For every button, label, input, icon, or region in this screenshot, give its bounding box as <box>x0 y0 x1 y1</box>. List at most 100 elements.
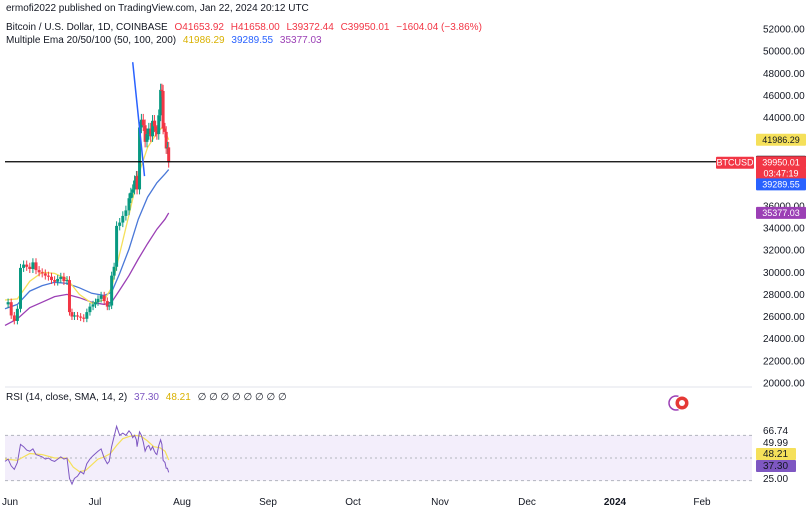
time-tick-label: Sep <box>259 497 277 508</box>
candle-body <box>40 272 44 274</box>
time-tick-label: Nov <box>431 497 449 508</box>
candle-body <box>115 225 119 267</box>
candle-body <box>138 127 142 190</box>
close-value: C39950.01 <box>340 22 390 33</box>
price-tick-label: 26000.00 <box>763 312 805 323</box>
price-tick-label: 20000.00 <box>763 378 805 389</box>
trendline[interactable] <box>131 62 146 177</box>
candle-body <box>28 266 32 269</box>
candle-body <box>151 120 155 137</box>
symbol-tag-bg <box>716 156 754 169</box>
price-tick-label: 22000.00 <box>763 356 805 367</box>
candle-body <box>12 315 16 321</box>
ema-100-line <box>4 169 170 310</box>
ema-50-line <box>4 125 170 305</box>
time-tick-label: Aug <box>173 497 191 508</box>
rsi-line <box>4 424 170 486</box>
candle-body <box>155 130 159 135</box>
price-tick-label: 34000.00 <box>763 224 805 235</box>
rsi-tick-label: 25.00 <box>763 474 788 485</box>
candle-body <box>133 180 137 190</box>
time-tick-label: 2024 <box>604 497 627 508</box>
candle-body <box>31 262 35 269</box>
rsi-tag-bg <box>756 448 796 460</box>
price-tag-bg <box>756 167 806 180</box>
price-tick-label: 30000.00 <box>763 268 805 279</box>
price-tag-bg <box>756 178 806 191</box>
candle-body <box>161 90 165 129</box>
candle-body <box>19 267 22 309</box>
price-tick-label: 52000.00 <box>763 25 805 36</box>
ema-legend-label: Multiple Ema 20/50/100 (50, 100, 200) <box>6 35 177 46</box>
time-tick-label: Dec <box>518 497 536 508</box>
candle-body <box>62 276 66 282</box>
candle-body <box>139 119 143 128</box>
candle-body <box>76 315 80 317</box>
price-tag: 03:47:19 <box>763 169 798 179</box>
rsi-legend-label: RSI (14, close, SMA, 14, 2) <box>6 392 128 403</box>
rsi-legend-value: 37.30 <box>133 392 159 403</box>
price-tick-label: 48000.00 <box>763 69 805 80</box>
candle-body <box>79 316 83 318</box>
rsi-band <box>5 435 752 481</box>
candle-body <box>65 280 69 282</box>
price-tick-label: 28000.00 <box>763 290 805 301</box>
candle-body <box>147 128 151 135</box>
candle-body <box>70 312 74 317</box>
candle-body <box>94 302 98 305</box>
candle-body <box>105 301 109 307</box>
candle-body <box>112 266 116 276</box>
symbol-legend: Bitcoin / U.S. Dollar, 1D, COINBASE O416… <box>6 22 486 33</box>
candle-body <box>149 128 153 137</box>
price-tag: 39950.01 <box>762 157 800 167</box>
ema-legend-value-2: 39289.55 <box>231 35 274 46</box>
rsi-legend: RSI (14, close, SMA, 14, 2) 37.30 48.21 … <box>6 392 291 403</box>
candle-body <box>159 89 163 116</box>
ema-legend-value-3: 35377.03 <box>279 35 322 46</box>
candle-body <box>9 302 13 316</box>
price-tag: 35377.03 <box>762 208 800 218</box>
candle-body <box>25 264 29 267</box>
candle-body <box>110 275 114 306</box>
candle-body <box>15 308 19 321</box>
candle-body <box>127 198 131 211</box>
change-value: −1604.04 (−3.86%) <box>396 22 482 33</box>
candle-body <box>50 276 53 281</box>
time-tick-label: Jul <box>89 497 102 508</box>
candle-body <box>34 262 38 271</box>
candle-body <box>152 120 156 127</box>
price-tick-label: 44000.00 <box>763 113 805 124</box>
ema-legend-value-1: 41986.29 <box>182 35 225 46</box>
candle-body <box>46 275 50 277</box>
candle-body <box>141 119 145 126</box>
candle-body <box>59 276 63 279</box>
price-tag-bg <box>756 206 806 219</box>
candle-body <box>167 147 171 163</box>
candle-body <box>163 128 167 132</box>
ema-legend: Multiple Ema 20/50/100 (50, 100, 200) 41… <box>6 35 326 46</box>
candle-body <box>88 306 92 313</box>
candle-body <box>107 305 111 307</box>
price-tag: 41986.29 <box>762 135 800 145</box>
time-tick-label: Feb <box>693 497 711 508</box>
candle-body <box>135 176 139 190</box>
price-tick-label: 32000.00 <box>763 246 805 257</box>
rsi-tick-label: 49.99 <box>763 438 788 449</box>
candle-body <box>82 317 86 319</box>
time-tick-label: Jun <box>2 497 18 508</box>
rsi-tick-label: 66.74 <box>763 426 788 437</box>
candle-body <box>154 126 158 131</box>
symbol-name: Bitcoin / U.S. Dollar, 1D, COINBASE <box>6 22 168 33</box>
candle-body <box>124 210 128 216</box>
candle-body <box>99 295 103 299</box>
symbol-tag: BTCUSD <box>716 158 754 168</box>
candle-body <box>121 215 125 223</box>
candle-body <box>37 270 41 273</box>
price-tick-label: 50000.00 <box>763 47 805 58</box>
rsi-tick-label: 37.30 <box>763 461 788 472</box>
candle-body <box>85 312 89 319</box>
candle-body <box>22 264 26 268</box>
candle-body <box>164 131 168 149</box>
price-tick-label: 24000.00 <box>763 334 805 345</box>
